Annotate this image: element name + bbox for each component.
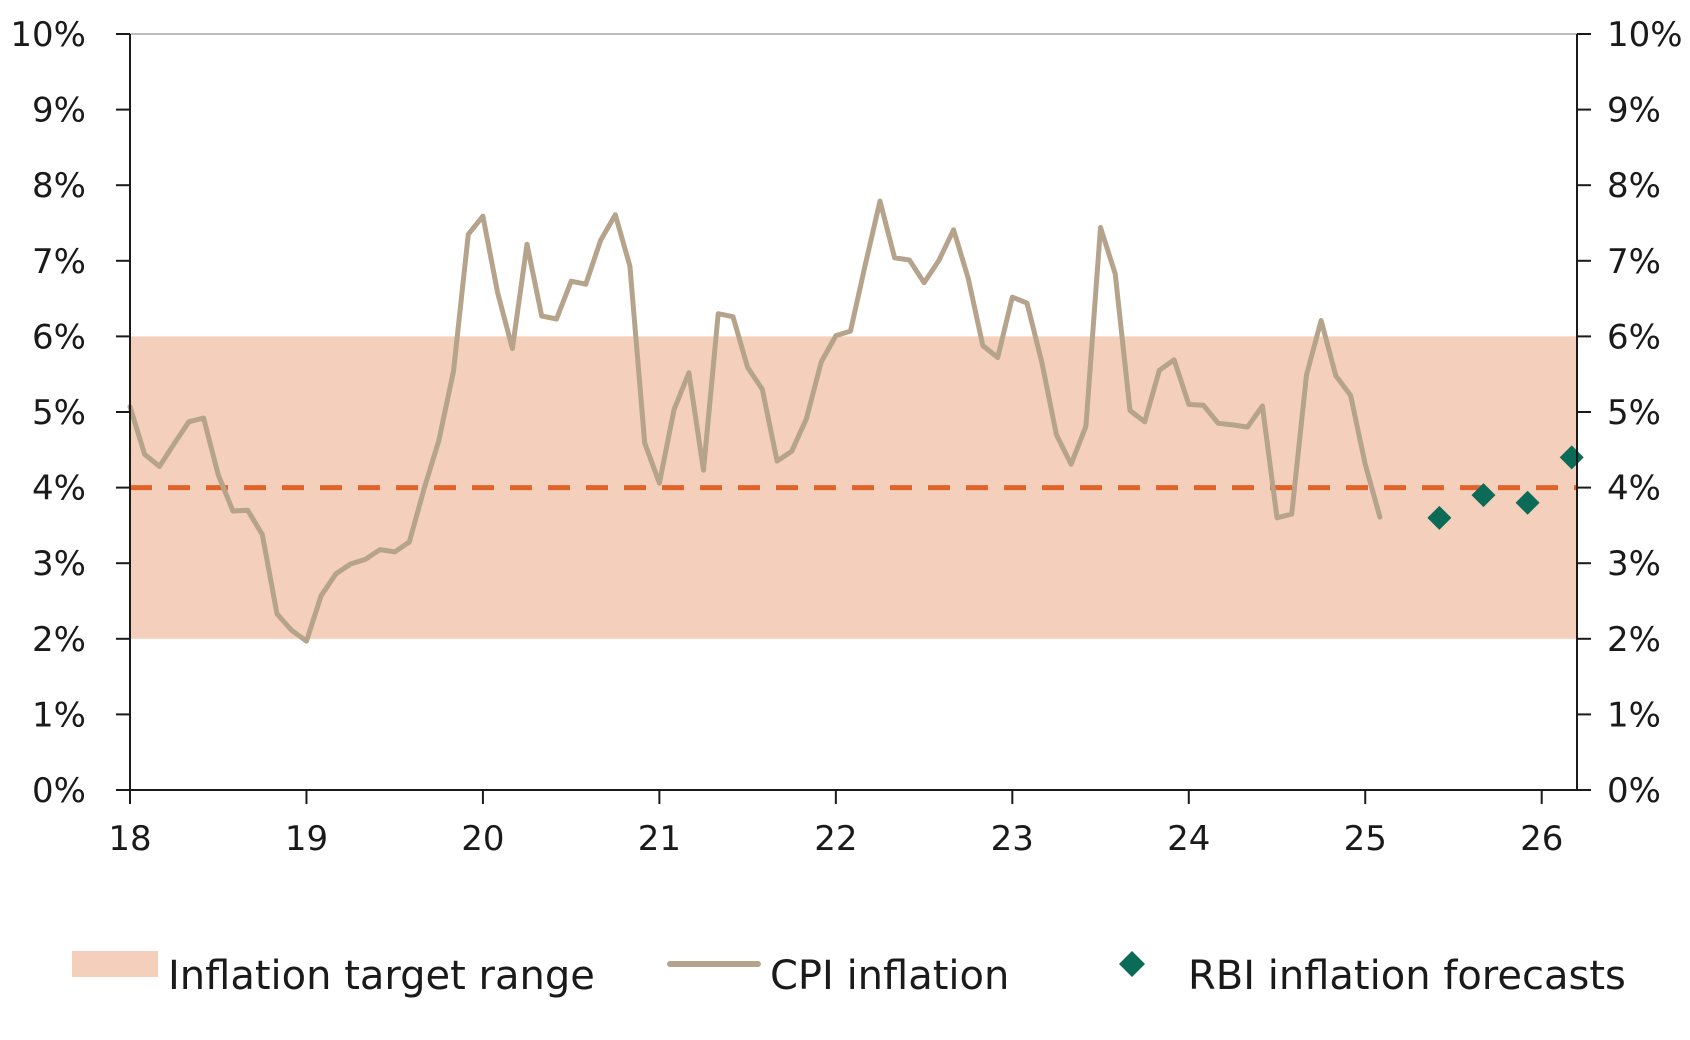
legend-swatch-forecast-diamond bbox=[1119, 951, 1145, 977]
forecast-point bbox=[1515, 490, 1540, 515]
y-tick-label-left: 6% bbox=[32, 317, 86, 357]
forecast-point bbox=[1427, 505, 1452, 530]
legend: Inflation target range CPI inflation RBI… bbox=[72, 951, 1626, 999]
y-tick-label-right: 4% bbox=[1607, 469, 1661, 509]
x-tick-label: 22 bbox=[814, 819, 857, 859]
x-tick-label: 23 bbox=[991, 819, 1034, 859]
x-tick-label: 25 bbox=[1344, 819, 1387, 859]
y-tick-label-right: 7% bbox=[1607, 242, 1661, 282]
y-tick-label-left: 1% bbox=[32, 695, 86, 735]
x-tick-label: 20 bbox=[461, 819, 504, 859]
x-tick-label: 18 bbox=[108, 819, 151, 859]
y-tick-label-left: 0% bbox=[32, 771, 86, 811]
y-tick-label-left: 10% bbox=[10, 15, 86, 55]
y-tick-label-right: 2% bbox=[1607, 620, 1661, 660]
y-tick-label-right: 8% bbox=[1607, 166, 1661, 206]
y-tick-label-left: 8% bbox=[32, 166, 86, 206]
x-tick-label: 26 bbox=[1520, 819, 1563, 859]
y-tick-label-right: 0% bbox=[1607, 771, 1661, 811]
cpi-inflation-line bbox=[127, 198, 1383, 644]
y-tick-label-left: 9% bbox=[32, 91, 86, 131]
y-tick-label-left: 7% bbox=[32, 242, 86, 282]
plot-area bbox=[127, 198, 1584, 644]
y-tick-label-right: 5% bbox=[1607, 393, 1661, 433]
legend-label-rbi-forecasts: RBI inflation forecasts bbox=[1188, 953, 1626, 999]
y-tick-label-left: 3% bbox=[32, 544, 86, 584]
legend-label-target-range: Inflation target range bbox=[168, 953, 595, 999]
y-tick-label-right: 1% bbox=[1607, 695, 1661, 735]
legend-label-cpi-inflation: CPI inflation bbox=[770, 953, 1009, 999]
y-tick-label-left: 4% bbox=[32, 469, 86, 509]
x-tick-label: 19 bbox=[285, 819, 328, 859]
y-tick-label-right: 10% bbox=[1607, 15, 1683, 55]
x-tick-label: 24 bbox=[1167, 819, 1210, 859]
legend-swatch-target-range bbox=[72, 951, 158, 977]
y-tick-label-right: 3% bbox=[1607, 544, 1661, 584]
axes: 0% 0% 1% 1% 2% 2% 3% 3% 4% 4% 5% 5% 6% 6% 7% 7% 8% 8% 9% 9%… bbox=[10, 15, 1682, 859]
x-tick-label: 21 bbox=[638, 819, 681, 859]
forecast-point bbox=[1471, 483, 1496, 508]
y-tick-label-left: 2% bbox=[32, 620, 86, 660]
y-tick-label-right: 9% bbox=[1607, 91, 1661, 131]
y-tick-label-right: 6% bbox=[1607, 317, 1661, 357]
y-tick-label-left: 5% bbox=[32, 393, 86, 433]
